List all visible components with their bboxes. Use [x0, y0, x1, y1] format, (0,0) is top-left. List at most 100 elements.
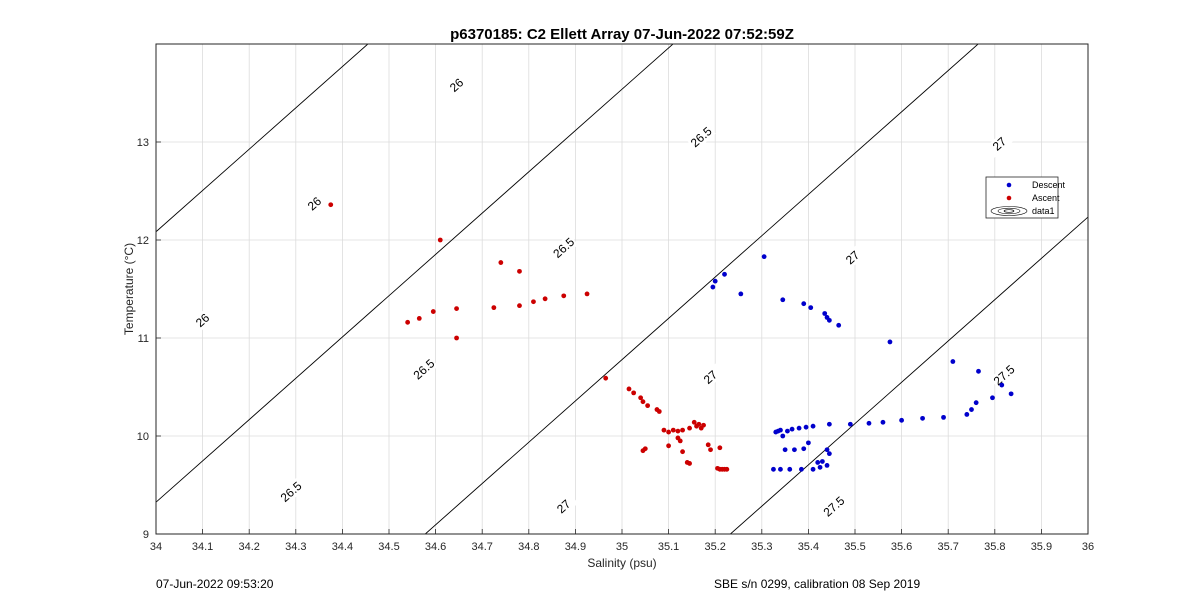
x-tick-label: 35.5: [844, 541, 865, 553]
isopycnal-label-bg: [696, 363, 725, 392]
descent-point: [920, 415, 925, 421]
ascent-point: [640, 448, 646, 454]
ascent-point: [680, 427, 685, 433]
y-axis-label: Temperature (°C): [122, 243, 136, 335]
ascent-point: [687, 425, 692, 431]
descent-point: [801, 446, 807, 452]
descent-point: [999, 382, 1005, 388]
x-tick-label: 34.4: [332, 541, 353, 553]
descent-point: [780, 433, 786, 439]
ascent-point: [626, 386, 632, 392]
isopycnal-label-bg: [442, 71, 471, 100]
y-tick-label: 10: [137, 431, 149, 443]
descent-point: [710, 284, 716, 290]
axis-ticks: 34 34.1 34.2 34.3 34.4 34.5 34.6 34.7 34.8 34.9 35…: [137, 137, 1094, 553]
descent-point: [824, 447, 830, 453]
x-tick-label: 34: [150, 541, 162, 553]
x-tick-label: 34.3: [285, 541, 306, 553]
ascent-point: [696, 421, 702, 427]
descent-point: [722, 271, 727, 277]
descent-point: [826, 317, 832, 323]
legend-ascent-marker: [1006, 195, 1012, 201]
x-tick-label: 34.8: [518, 541, 539, 553]
x-tick-label: 34.6: [425, 541, 446, 553]
descent-point: [787, 466, 793, 472]
descent-point: [761, 254, 767, 260]
descent-point: [866, 420, 872, 426]
descent-point: [899, 417, 904, 423]
descent-point: [796, 425, 802, 431]
isopycnal-line: [156, 44, 369, 233]
descent-point: [803, 424, 809, 430]
ascent-point: [631, 390, 637, 396]
x-tick-label: 34.7: [471, 541, 492, 553]
legend-descent-label: Descent: [1032, 180, 1066, 190]
legend-ascent-label: Ascent: [1032, 193, 1060, 203]
isopycnal-label-bg: [819, 492, 849, 521]
x-tick-label: 35.9: [1031, 541, 1052, 553]
x-axis-label: Salinity (psu): [587, 556, 656, 570]
x-tick-label: 35.3: [751, 541, 772, 553]
isopycnal-label-bg: [276, 477, 306, 506]
ascent-point: [717, 445, 723, 451]
descent-point: [847, 421, 853, 427]
ascent-point: [661, 427, 667, 433]
ascent-point: [437, 237, 443, 243]
descent-point: [950, 359, 956, 364]
ascent-point: [405, 319, 411, 325]
descent-point: [782, 447, 788, 453]
x-tick-label: 36: [1082, 541, 1094, 553]
descent-point: [771, 466, 776, 472]
descent-point: [887, 339, 893, 345]
descent-point: [1008, 391, 1014, 397]
grid-lines: [155, 44, 1089, 535]
x-tick-label: 35.4: [798, 541, 819, 553]
descent-point: [806, 440, 811, 446]
ascent-point: [638, 395, 644, 401]
ascent-point: [430, 309, 436, 314]
ascent-point: [705, 442, 711, 448]
ascent-point: [640, 399, 646, 405]
x-tick-label: 35.1: [658, 541, 679, 553]
x-tick-label: 34.2: [238, 541, 259, 553]
isopycnal-line: [729, 216, 1088, 534]
ascent-point: [691, 419, 697, 425]
isopycnal-label-bg: [549, 233, 579, 262]
ascent-point: [517, 268, 522, 274]
descent-point: [826, 421, 832, 427]
legend-contour-icon: [990, 206, 1028, 216]
descent-point: [973, 400, 979, 406]
isopycnal-label-bg: [989, 361, 1019, 390]
ascent-point: [416, 316, 422, 321]
descent-point: [801, 301, 807, 307]
isopycnal-line: [156, 44, 674, 503]
ascent-point: [542, 296, 548, 302]
isopycnal-label-bg: [300, 189, 329, 218]
x-tick-label: 35.2: [704, 541, 725, 553]
descent-point: [799, 466, 804, 472]
ascent-point: [677, 438, 683, 444]
ascent-point: [531, 299, 536, 305]
data-points: [328, 202, 1014, 472]
x-tick-label: 34.5: [378, 541, 399, 553]
descent-point: [817, 464, 823, 470]
ascent-point: [675, 428, 681, 434]
ascent-point: [498, 260, 504, 265]
descent-point: [780, 297, 786, 303]
x-tick-label: 35.6: [891, 541, 912, 553]
descent-point: [815, 460, 821, 465]
legend-descent-marker: [1006, 182, 1012, 188]
ascent-point: [584, 291, 590, 297]
descent-point: [976, 368, 981, 374]
y-tick-label: 11: [138, 333, 149, 345]
footer-calibration: SBE s/n 0299, calibration 08 Sep 2019: [714, 577, 920, 591]
descent-point: [819, 459, 825, 464]
ascent-point: [708, 447, 713, 453]
descent-point: [810, 423, 816, 429]
descent-point: [778, 427, 783, 433]
descent-point: [792, 447, 797, 453]
y-tick-label: 12: [137, 235, 149, 247]
x-tick-label: 35.7: [937, 541, 958, 553]
footer-timestamp: 07-Jun-2022 09:53:20: [156, 577, 274, 591]
x-tick-label: 35: [616, 541, 628, 553]
